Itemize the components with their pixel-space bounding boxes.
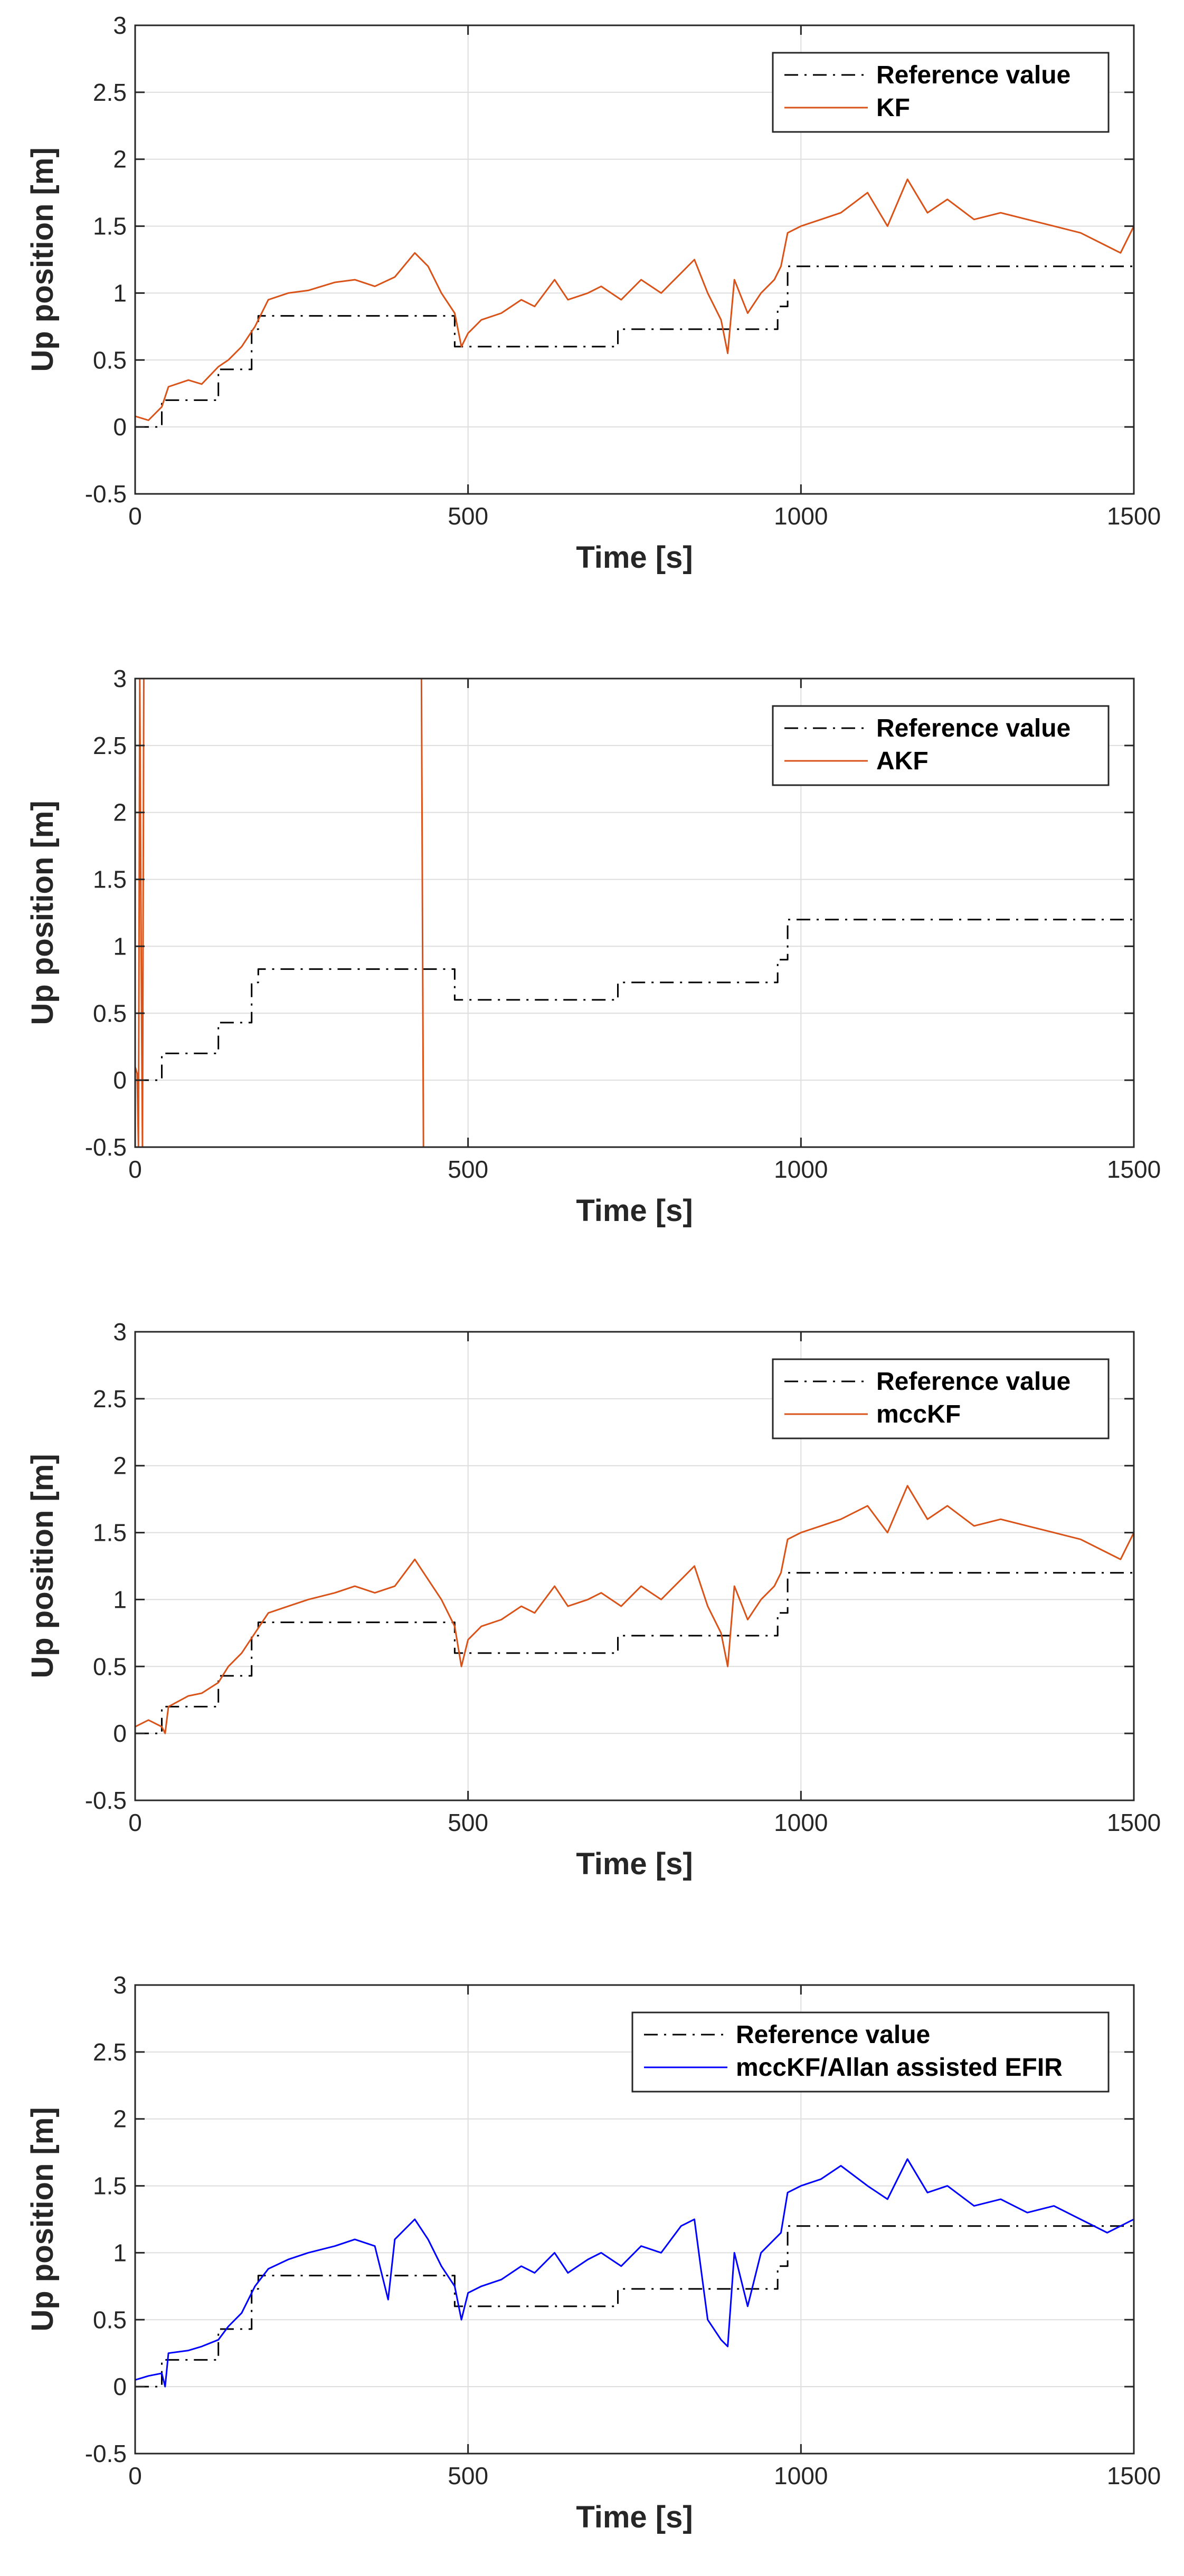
x-axis-label: Time [s] bbox=[576, 1194, 693, 1228]
legend: Reference value KF bbox=[772, 52, 1110, 133]
legend-box bbox=[772, 52, 1110, 133]
y-tick-label: 3 bbox=[113, 665, 127, 692]
y-tick-label: 1 bbox=[113, 2239, 127, 2266]
x-tick-label: 500 bbox=[448, 1156, 488, 1183]
legend-box bbox=[631, 2011, 1110, 2093]
x-tick-label: 1000 bbox=[774, 1156, 828, 1183]
legend-label-reference: Reference value bbox=[876, 61, 1071, 89]
y-tick-label: 3 bbox=[113, 12, 127, 39]
x-tick-label: 500 bbox=[448, 2462, 488, 2489]
x-tick-label: 500 bbox=[448, 502, 488, 530]
legend-label-reference: Reference value bbox=[876, 1368, 1071, 1396]
x-axis-label: Time [s] bbox=[576, 2500, 693, 2534]
x-tick-label: 1000 bbox=[774, 2462, 828, 2489]
y-tick-label: 0.5 bbox=[93, 346, 127, 374]
legend-label-reference: Reference value bbox=[876, 714, 1071, 742]
y-tick-label: 3 bbox=[113, 1971, 127, 1999]
series-group bbox=[135, 679, 1134, 1147]
y-tick-label: 0.5 bbox=[93, 2306, 127, 2333]
x-axis-label: Time [s] bbox=[576, 540, 693, 575]
x-tick-label: 1500 bbox=[1107, 502, 1161, 530]
y-tick-label: 2 bbox=[113, 2105, 127, 2133]
y-axis-label: Up position [m] bbox=[25, 1454, 60, 1678]
legend-box bbox=[772, 705, 1110, 786]
x-tick-label: 1500 bbox=[1107, 1156, 1161, 1183]
y-tick-label: 2.5 bbox=[93, 2038, 127, 2066]
y-tick-label: 1.5 bbox=[93, 2172, 127, 2200]
legend-label-estimate: KF bbox=[876, 94, 910, 122]
y-tick-label: 1.5 bbox=[93, 1519, 127, 1547]
series-group bbox=[135, 1485, 1134, 1734]
x-axis-label: Time [s] bbox=[576, 1847, 693, 1881]
x-tick-label: 0 bbox=[128, 502, 142, 530]
legend-label-estimate: AKF bbox=[876, 747, 929, 775]
series-line-estimate bbox=[135, 1485, 1134, 1734]
x-tick-label: 1500 bbox=[1107, 2462, 1161, 2489]
legend-label-reference: Reference value bbox=[736, 2021, 930, 2049]
y-tick-label: 2 bbox=[113, 146, 127, 173]
legend: Reference value mccKF bbox=[772, 1358, 1110, 1439]
y-axis-label: Up position [m] bbox=[25, 147, 60, 371]
x-tick-label: 1500 bbox=[1107, 1809, 1161, 1836]
y-tick-label: 0 bbox=[113, 2373, 127, 2400]
y-tick-label: 2.5 bbox=[93, 79, 127, 106]
x-tick-label: 0 bbox=[128, 1156, 142, 1183]
series-group bbox=[135, 178, 1134, 428]
y-tick-label: 0.5 bbox=[93, 1653, 127, 1680]
y-tick-label: 2 bbox=[113, 799, 127, 826]
x-tick-label: 1000 bbox=[774, 1809, 828, 1836]
y-axis-label: Up position [m] bbox=[25, 800, 60, 1025]
legend-box bbox=[772, 1358, 1110, 1439]
y-tick-label: 2.5 bbox=[93, 732, 127, 759]
legend-label-estimate: mccKF bbox=[876, 1400, 961, 1428]
y-tick-label: -0.5 bbox=[85, 1133, 127, 1161]
y-tick-label: -0.5 bbox=[85, 2440, 127, 2467]
y-axis-label: Up position [m] bbox=[25, 2107, 60, 2331]
y-tick-label: -0.5 bbox=[85, 1787, 127, 1814]
y-tick-label: -0.5 bbox=[85, 480, 127, 508]
axes-box bbox=[134, 24, 1135, 495]
series-group bbox=[135, 2158, 1134, 2388]
x-tick-label: 500 bbox=[448, 1809, 488, 1836]
legend-label-estimate: mccKF/Allan assisted EFIR bbox=[736, 2054, 1063, 2082]
axes-box bbox=[134, 1331, 1135, 1801]
y-tick-label: 2.5 bbox=[93, 1385, 127, 1413]
y-tick-label: 0.5 bbox=[93, 999, 127, 1027]
x-tick-label: 0 bbox=[128, 1809, 142, 1836]
y-tick-label: 2 bbox=[113, 1452, 127, 1480]
legend: Reference value mccKF/Allan assisted EFIR bbox=[631, 2011, 1110, 2093]
y-tick-label: 0 bbox=[113, 1066, 127, 1094]
x-tick-label: 0 bbox=[128, 2462, 142, 2489]
y-tick-label: 1.5 bbox=[93, 213, 127, 240]
series-line-estimate bbox=[135, 178, 1134, 421]
y-tick-label: 1 bbox=[113, 279, 127, 307]
axes-box bbox=[134, 678, 1135, 1148]
axes-box bbox=[134, 1984, 1135, 2455]
series-line-estimate bbox=[135, 679, 425, 1147]
series-line-estimate bbox=[135, 2158, 1134, 2388]
y-tick-label: 1 bbox=[113, 1586, 127, 1613]
y-tick-label: 1.5 bbox=[93, 866, 127, 893]
y-tick-label: 3 bbox=[113, 1318, 127, 1346]
legend: Reference value AKF bbox=[772, 705, 1110, 786]
y-tick-label: 1 bbox=[113, 932, 127, 960]
y-tick-label: 0 bbox=[113, 1720, 127, 1747]
x-tick-label: 1000 bbox=[774, 502, 828, 530]
y-tick-label: 0 bbox=[113, 413, 127, 441]
